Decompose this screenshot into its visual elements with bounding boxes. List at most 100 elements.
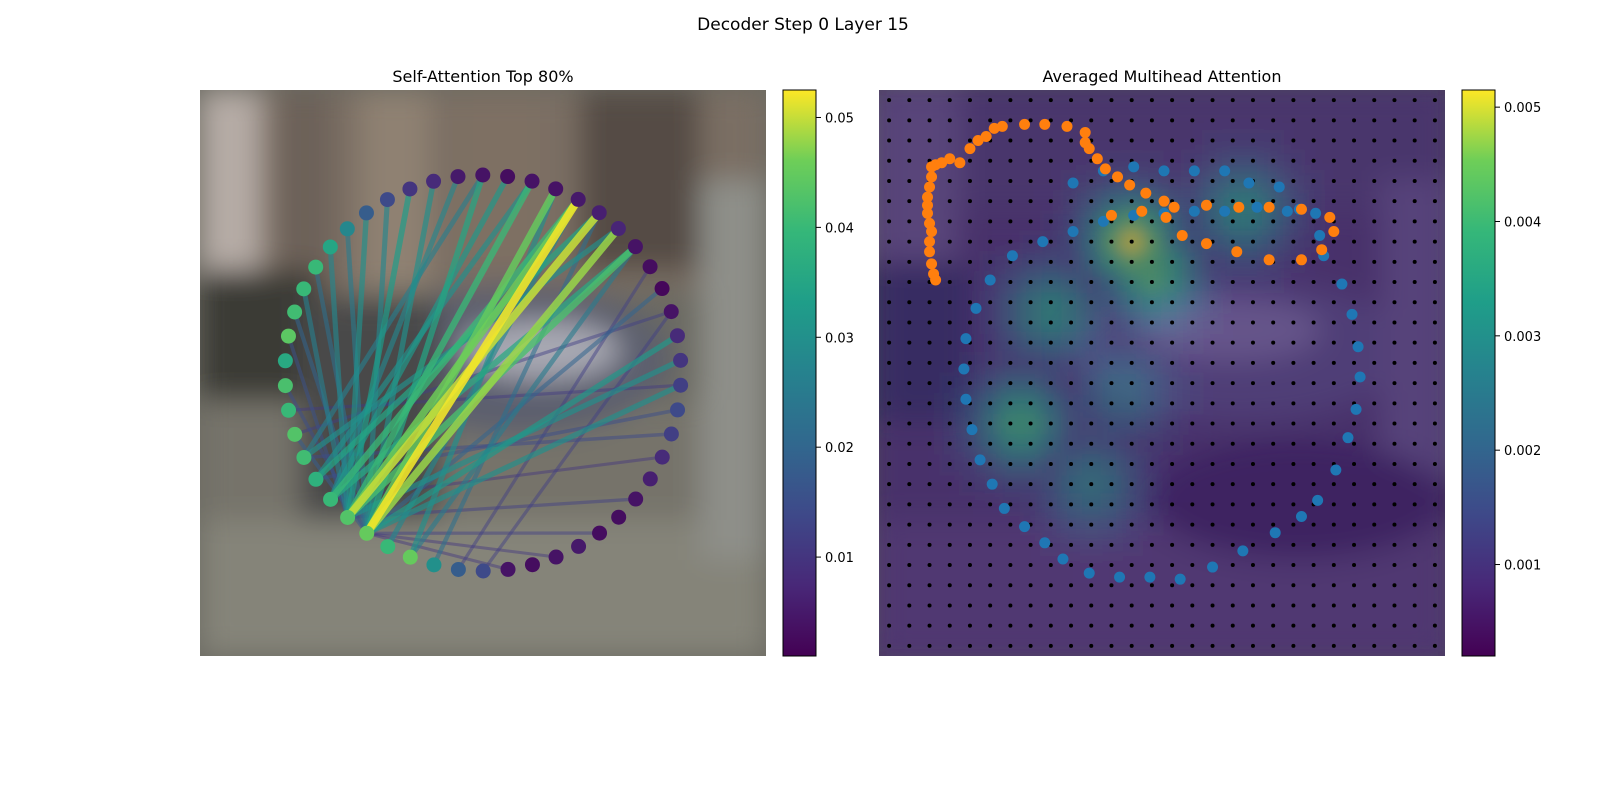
- grid-dot: [1412, 603, 1417, 608]
- grid-dot: [1331, 441, 1336, 446]
- grid-dot: [1190, 502, 1195, 507]
- grid-dot: [1250, 199, 1255, 204]
- grid-dot: [1048, 239, 1053, 244]
- grid-dot: [1129, 199, 1134, 204]
- figure-title: Decoder Step 0 Layer 15: [697, 15, 909, 35]
- grid-dot: [1170, 320, 1175, 325]
- attention-node: [359, 525, 375, 541]
- grid-dot: [1129, 259, 1134, 264]
- grid-dot: [887, 643, 892, 648]
- grid-dot: [1210, 158, 1215, 163]
- grid-dot: [1149, 199, 1154, 204]
- grid-dot: [1089, 178, 1094, 183]
- blue-point: [1336, 278, 1348, 290]
- blue-point: [1144, 571, 1156, 583]
- grid-dot: [1109, 563, 1114, 568]
- grid-dot: [1250, 583, 1255, 588]
- grid-dot: [1149, 340, 1154, 345]
- grid-dot: [1291, 421, 1296, 426]
- grid-dot: [1372, 381, 1377, 386]
- grid-dot: [1432, 603, 1437, 608]
- grid-dot: [1230, 178, 1235, 183]
- colorbar-tick-label: 0.05: [825, 111, 854, 126]
- grid-dot: [1331, 522, 1336, 527]
- grid-dot: [1372, 623, 1377, 628]
- grid-dot: [907, 280, 912, 285]
- grid-dot: [1089, 542, 1094, 547]
- grid-dot: [1392, 461, 1397, 466]
- grid-dot: [988, 522, 993, 527]
- blue-point: [1251, 201, 1263, 213]
- grid-dot: [1170, 300, 1175, 305]
- grid-dot: [1149, 542, 1154, 547]
- grid-dot: [1271, 118, 1276, 123]
- grid-dot: [1028, 239, 1033, 244]
- grid-dot: [1069, 542, 1074, 547]
- grid-dot: [887, 603, 892, 608]
- grid-dot: [1109, 583, 1114, 588]
- grid-dot: [1129, 421, 1134, 426]
- grid-dot: [1089, 118, 1094, 123]
- grid-dot: [988, 542, 993, 547]
- grid-dot: [907, 502, 912, 507]
- grid-dot: [1109, 421, 1114, 426]
- grid-dot: [1392, 118, 1397, 123]
- grid-dot: [1028, 178, 1033, 183]
- grid-dot: [1250, 502, 1255, 507]
- grid-dot: [947, 280, 952, 285]
- grid-dot: [1048, 522, 1053, 527]
- grid-dot: [1432, 461, 1437, 466]
- grid-dot: [1089, 219, 1094, 224]
- grid-dot: [1271, 199, 1276, 204]
- grid-dot: [1412, 421, 1417, 426]
- grid-dot: [1048, 199, 1053, 204]
- attention-node: [610, 221, 626, 237]
- grid-dot: [988, 259, 993, 264]
- grid-dot: [1210, 522, 1215, 527]
- blue-point: [1346, 308, 1358, 320]
- grid-dot: [947, 320, 952, 325]
- grid-dot: [1372, 239, 1377, 244]
- grid-dot: [967, 623, 972, 628]
- grid-dot: [1432, 300, 1437, 305]
- grid-dot: [1129, 461, 1134, 466]
- grid-dot: [1271, 643, 1276, 648]
- attention-edge: [431, 210, 602, 568]
- grid-dot: [1331, 178, 1336, 183]
- grid-dot: [1170, 360, 1175, 365]
- orange-point: [926, 226, 938, 237]
- grid-dot: [1149, 239, 1154, 244]
- grid-dot: [1311, 542, 1316, 547]
- attention-node: [500, 561, 516, 577]
- grid-dot: [1352, 219, 1357, 224]
- blue-point: [960, 333, 972, 345]
- grid-dot: [1210, 340, 1215, 345]
- orange-point: [1233, 201, 1245, 213]
- grid-dot: [947, 623, 952, 628]
- grid-dot: [1210, 603, 1215, 608]
- grid-dot: [1028, 158, 1033, 163]
- grid-dot: [1210, 623, 1215, 628]
- grid-dot: [1311, 219, 1316, 224]
- grid-dot: [1250, 623, 1255, 628]
- grid-dot: [1291, 401, 1296, 406]
- grid-dot: [1291, 98, 1296, 103]
- grid-dot: [967, 158, 972, 163]
- grid-dot: [887, 461, 892, 466]
- grid-dot: [1271, 502, 1276, 507]
- attention-node: [524, 173, 540, 189]
- left-colorbar: 0.01 0.02 0.03 0.04 0.05: [782, 89, 854, 657]
- grid-dot: [1069, 199, 1074, 204]
- grid-dot: [1028, 583, 1033, 588]
- attention-node: [402, 549, 418, 565]
- grid-dot: [1271, 441, 1276, 446]
- grid-dot: [907, 623, 912, 628]
- grid-dot: [1028, 421, 1033, 426]
- grid-dot: [1048, 280, 1053, 285]
- grid-dot: [907, 563, 912, 568]
- orange-point: [1295, 254, 1307, 266]
- grid-dot: [907, 583, 912, 588]
- grid-dot: [1331, 542, 1336, 547]
- orange-point: [924, 246, 936, 258]
